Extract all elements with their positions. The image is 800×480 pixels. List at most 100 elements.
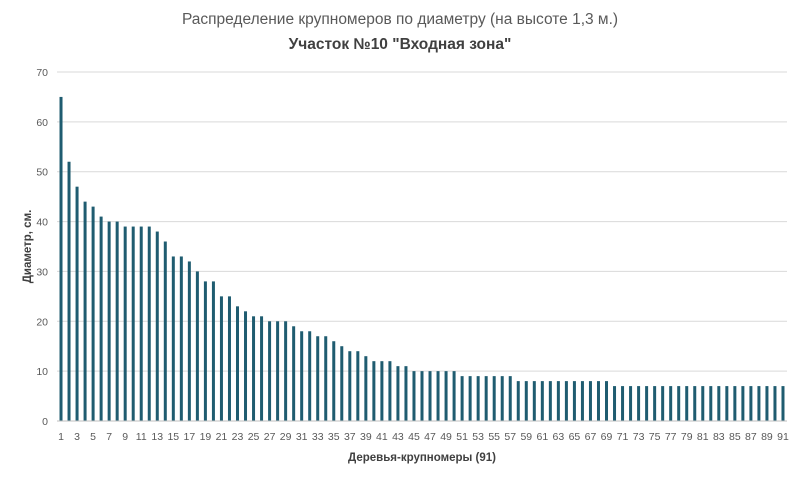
bar [404, 366, 408, 421]
bar [155, 231, 159, 421]
x-tick-label: 53 [472, 431, 484, 443]
x-axis-ticks: 1 3 5 7 9 11 13 15 17 19 21 23 25 27 29 31 33 35 37 39 41 43 4… [58, 431, 789, 443]
bar [596, 381, 600, 421]
bar [436, 371, 440, 421]
bar [524, 381, 528, 421]
bar [733, 386, 737, 421]
bar [372, 361, 376, 421]
chart-subtitle: Участок №10 "Входная зона" [288, 36, 512, 53]
bar [203, 281, 207, 421]
x-tick-label: 83 [713, 431, 725, 443]
x-tick-label: 39 [360, 431, 372, 443]
x-tick-label: 73 [633, 431, 645, 443]
bar [139, 226, 143, 421]
x-tick-label: 19 [200, 431, 212, 443]
bar [757, 386, 761, 421]
x-tick-label: 63 [553, 431, 565, 443]
x-tick-label: 31 [296, 431, 308, 443]
bar [67, 161, 71, 421]
bar [308, 331, 312, 421]
bar [123, 226, 127, 421]
bar [645, 386, 649, 421]
x-tick-label: 1 [58, 431, 64, 443]
y-tick-label: 0 [42, 416, 48, 428]
y-tick-label: 20 [36, 316, 48, 328]
x-tick-label: 85 [729, 431, 741, 443]
x-tick-label: 51 [456, 431, 468, 443]
bar [452, 371, 456, 421]
bar [316, 336, 320, 421]
x-tick-label: 67 [585, 431, 597, 443]
bar [709, 386, 713, 421]
bar [492, 376, 496, 421]
bar [765, 386, 769, 421]
bar [195, 271, 199, 421]
bar [284, 321, 288, 421]
bar [773, 386, 777, 421]
x-tick-label: 69 [601, 431, 613, 443]
bar [300, 331, 304, 421]
bar [580, 381, 584, 421]
bar [661, 386, 665, 421]
x-tick-label: 3 [74, 431, 80, 443]
bar [621, 386, 625, 421]
bar [556, 381, 560, 421]
bar [629, 386, 633, 421]
y-tick-label: 30 [36, 266, 48, 278]
x-tick-label: 47 [424, 431, 436, 443]
bar [99, 216, 103, 421]
bar [348, 351, 352, 421]
bar [701, 386, 705, 421]
bar [276, 321, 280, 421]
bar [476, 376, 480, 421]
bar [564, 381, 568, 421]
bar [412, 371, 416, 421]
bar [532, 381, 536, 421]
bar [685, 386, 689, 421]
bar [219, 296, 223, 421]
x-tick-label: 91 [777, 431, 789, 443]
bar [260, 316, 264, 421]
x-tick-label: 45 [408, 431, 420, 443]
chart-title: Распределение крупномеров по диаметру (н… [181, 11, 619, 28]
x-tick-label: 65 [569, 431, 581, 443]
bar [292, 326, 296, 421]
bar [428, 371, 432, 421]
bar [91, 206, 95, 421]
bar [211, 281, 215, 421]
bar [131, 226, 135, 421]
gridlines [57, 71, 787, 372]
bar [332, 341, 336, 421]
x-tick-label: 17 [184, 431, 196, 443]
x-tick-label: 59 [520, 431, 532, 443]
bar [572, 381, 576, 421]
bar [115, 221, 119, 421]
bar [83, 201, 87, 421]
bar [324, 336, 328, 421]
bar [516, 381, 520, 421]
bar [75, 186, 79, 421]
y-tick-label: 10 [36, 366, 48, 378]
bar [460, 376, 464, 421]
y-tick-label: 70 [36, 67, 48, 79]
bar [364, 356, 368, 421]
bar [605, 381, 609, 421]
bar [669, 386, 673, 421]
x-axis-label: Деревья-крупномеры (91) [348, 452, 496, 464]
bar [717, 386, 721, 421]
y-tick-label: 60 [36, 117, 48, 129]
bar [653, 386, 657, 421]
bar [340, 346, 344, 421]
bar [356, 351, 360, 421]
bar [268, 321, 272, 421]
bar [548, 381, 552, 421]
bar [420, 371, 424, 421]
x-tick-label: 79 [681, 431, 693, 443]
bar [244, 311, 248, 421]
bar [227, 296, 231, 421]
x-tick-label: 23 [232, 431, 244, 443]
bar [380, 361, 384, 421]
x-tick-label: 81 [697, 431, 709, 443]
bar [508, 376, 512, 421]
